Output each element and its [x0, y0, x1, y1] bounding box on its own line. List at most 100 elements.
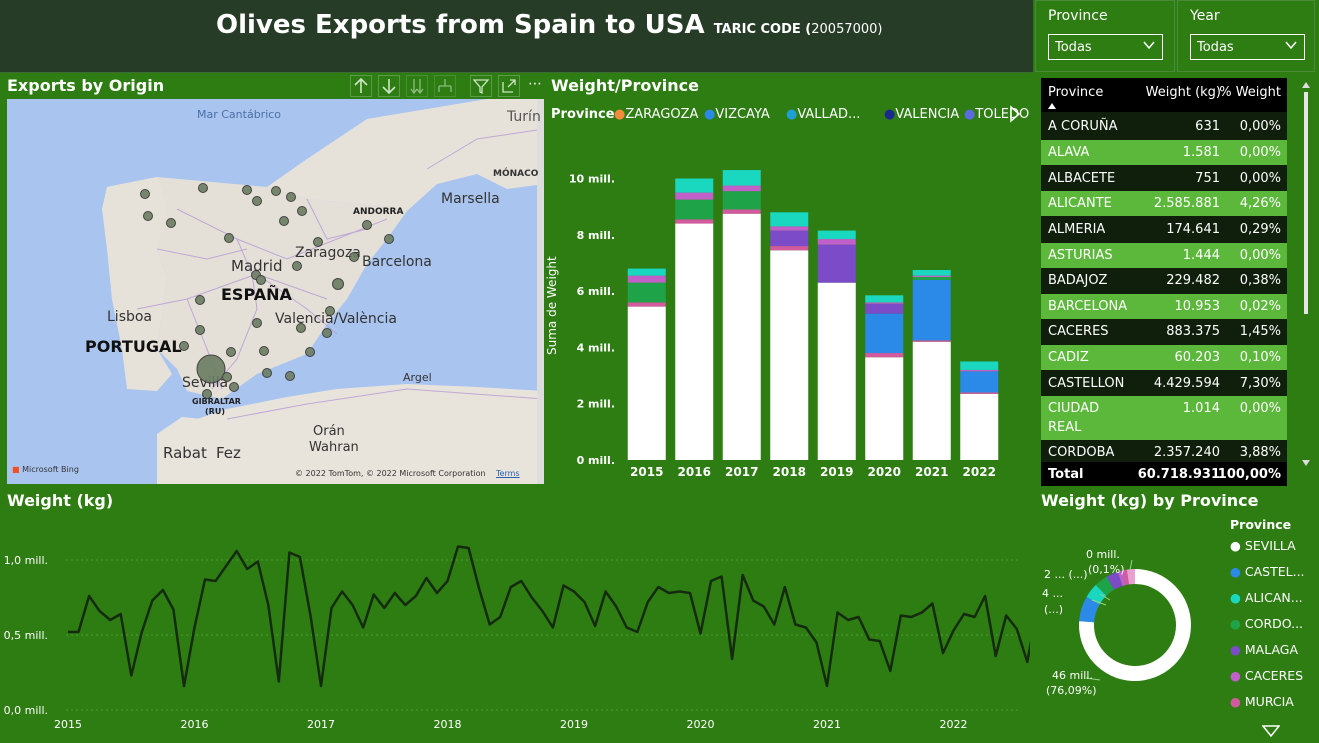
table-row[interactable]: CIUDAD 1.014 0,00% REAL — [1041, 396, 1287, 441]
bar-segment[interactable] — [627, 302, 666, 307]
donut-slice[interactable] — [1086, 585, 1107, 605]
filter-icon[interactable] — [470, 75, 492, 97]
bar-legend-item[interactable]: ●VIZCAYA — [704, 107, 770, 122]
bar-legend-item[interactable]: ●VALLAD... — [786, 107, 861, 122]
table-row[interactable]: CASTELLON 4.429.594 7,30% — [1041, 371, 1287, 396]
bar-segment[interactable] — [817, 239, 856, 245]
table-row[interactable]: ALMERIA 174.641 0,29% — [1041, 217, 1287, 242]
bar-segment[interactable] — [912, 270, 951, 276]
bar-segment[interactable] — [865, 302, 904, 304]
map-label-argel: Argel — [403, 371, 432, 384]
bar-segment[interactable] — [770, 246, 809, 251]
bar-segment[interactable] — [722, 191, 761, 210]
bar-segment[interactable] — [865, 303, 904, 314]
bar-segment[interactable] — [960, 392, 999, 394]
table-row[interactable]: ALICANTE 2.585.881 4,26% — [1041, 191, 1287, 216]
table-row[interactable]: ALBACETE 751 0,00% — [1041, 166, 1287, 191]
bar-legend-item[interactable]: ●VALENCIA — [884, 107, 960, 122]
donut-slice[interactable] — [1126, 569, 1135, 585]
map-terms-link[interactable]: Terms — [496, 469, 520, 478]
bar-legend-item[interactable]: ●ZARAGOZA — [614, 107, 699, 122]
donut-legend-item[interactable]: ● SEVILLA — [1230, 538, 1305, 564]
table-row[interactable]: CADIZ 60.203 0,10% — [1041, 345, 1287, 370]
bar-segment[interactable] — [627, 268, 666, 276]
table-row[interactable]: ASTURIAS 1.444 0,00% — [1041, 243, 1287, 268]
donut-panel-title: Weight (kg) by Province — [1041, 491, 1259, 510]
donut-legend-item[interactable]: ● CORDO... — [1230, 616, 1305, 642]
bar-x-tick: 2018 — [773, 465, 806, 479]
bar-segment[interactable] — [912, 275, 951, 278]
bar-segment[interactable] — [770, 212, 809, 227]
bar-segment[interactable] — [912, 279, 951, 341]
donut-slice[interactable] — [1117, 570, 1127, 586]
legend-scroll-down-icon[interactable] — [1261, 722, 1281, 741]
year-dropdown[interactable]: Todas — [1190, 34, 1305, 60]
map-visual[interactable]: Mar Cantábrico Turín MÓNACO Marsella AND… — [7, 99, 544, 484]
donut-legend-item[interactable]: ● ALICAN... — [1230, 590, 1305, 616]
line-series[interactable] — [68, 545, 1030, 688]
bar-segment[interactable] — [675, 178, 714, 193]
bar-segment[interactable] — [960, 371, 999, 393]
bar-segment[interactable] — [722, 213, 761, 460]
bar-segment[interactable] — [722, 185, 761, 192]
donut-legend-item[interactable]: ● MALAGA — [1230, 642, 1305, 668]
bar-segment[interactable] — [960, 393, 999, 460]
drill-down-icon[interactable] — [378, 75, 400, 97]
donut-slice[interactable] — [1079, 596, 1100, 623]
bar-segment[interactable] — [912, 277, 951, 280]
total-pct: 100,00% — [1217, 467, 1281, 482]
province-dropdown[interactable]: Todas — [1048, 34, 1163, 60]
col-header-province[interactable]: Province — [1048, 85, 1104, 100]
bar-chart[interactable]: 0 mill. 2 mill. 4 mill. 6 mill. 8 mill. 10 mi… — [545, 130, 1025, 486]
hierarchy-icon[interactable] — [434, 75, 456, 97]
bar-segment[interactable] — [675, 219, 714, 224]
cell-province: ALBACETE — [1048, 171, 1116, 186]
bar-segment[interactable] — [960, 361, 999, 370]
table-scrollbar[interactable] — [1301, 80, 1311, 470]
expand-all-icon[interactable] — [406, 75, 428, 97]
donut-slice[interactable] — [1122, 569, 1130, 585]
table-row[interactable]: BADAJOZ 229.482 0,38% — [1041, 268, 1287, 293]
bar-segment[interactable] — [865, 295, 904, 303]
bar-segment[interactable] — [627, 275, 666, 283]
donut-chart[interactable] — [1040, 530, 1220, 710]
map-bubble — [198, 183, 208, 193]
bar-segment[interactable] — [722, 170, 761, 186]
bar-segment[interactable] — [912, 341, 951, 460]
bar-segment[interactable] — [912, 340, 951, 342]
bar-segment[interactable] — [770, 226, 809, 231]
donut-legend-item[interactable]: ● CACERES — [1230, 668, 1305, 694]
bar-segment[interactable] — [865, 313, 904, 354]
line-chart[interactable]: 0,0 mill. 0,5 mill. 1,0 mill. 2015 2016 2017 2… — [0, 510, 1030, 743]
bar-segment[interactable] — [817, 244, 856, 283]
donut-slice[interactable] — [1106, 571, 1123, 590]
table-row[interactable]: A CORUÑA 631 0,00% — [1041, 114, 1287, 139]
bar-segment[interactable] — [817, 282, 856, 460]
bar-segment[interactable] — [675, 223, 714, 460]
bar-segment[interactable] — [627, 282, 666, 303]
col-header-weight[interactable]: Weight (kg) — [1145, 85, 1221, 100]
col-header-pct[interactable]: % Weight — [1219, 85, 1281, 100]
bar-segment[interactable] — [770, 230, 809, 247]
legend-next-icon[interactable] — [1009, 105, 1021, 127]
donut-legend-item[interactable]: ● MURCIA — [1230, 694, 1305, 720]
bar-segment[interactable] — [865, 353, 904, 358]
bar-segment[interactable] — [960, 369, 999, 372]
more-options-icon[interactable]: ⋯ — [528, 76, 542, 92]
donut-slice[interactable] — [1095, 576, 1115, 596]
donut-legend-item[interactable]: ● CASTEL... — [1230, 564, 1305, 590]
drill-up-icon[interactable] — [350, 75, 372, 97]
table-row[interactable]: BARCELONA 10.953 0,02% — [1041, 294, 1287, 319]
bar-segment[interactable] — [770, 250, 809, 460]
table-row[interactable]: CORDOBA 2.357.240 3,88% — [1041, 440, 1287, 465]
bar-segment[interactable] — [865, 357, 904, 460]
bar-segment[interactable] — [722, 209, 761, 214]
table-row[interactable]: CACERES 883.375 1,45% — [1041, 319, 1287, 344]
focus-mode-icon[interactable] — [498, 75, 520, 97]
bar-segment[interactable] — [675, 192, 714, 200]
bar-segment[interactable] — [627, 306, 666, 460]
table-row[interactable]: ALAVA 1.581 0,00% — [1041, 140, 1287, 165]
cell-weight: 1.444 — [1182, 248, 1220, 263]
bar-segment[interactable] — [817, 230, 856, 240]
bar-segment[interactable] — [675, 199, 714, 220]
